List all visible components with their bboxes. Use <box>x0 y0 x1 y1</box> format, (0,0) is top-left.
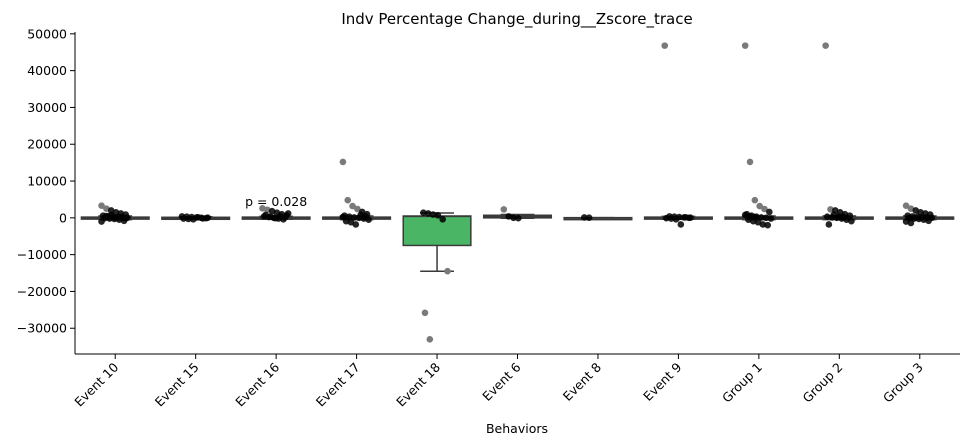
x-tick-label: Event 6 <box>479 359 523 403</box>
data-point <box>421 309 429 317</box>
x-tick-label: Event 17 <box>313 360 363 410</box>
data-point <box>434 211 442 219</box>
data-point <box>344 196 352 204</box>
data-point <box>682 213 689 221</box>
data-point <box>122 214 129 222</box>
data-point <box>429 211 437 218</box>
y-tick-label: −30000 <box>17 321 67 336</box>
x-axis: Event 10 Event 15 Event 16 Event 17 Event 18… <box>71 353 960 410</box>
plot-area: p = 0.028 <box>80 42 955 343</box>
data-point <box>585 214 593 221</box>
data-point <box>751 213 759 221</box>
data-point <box>767 215 775 222</box>
data-point <box>757 214 765 221</box>
data-point <box>840 213 847 221</box>
data-point <box>352 221 360 228</box>
box-event-18 <box>402 212 472 272</box>
data-point <box>761 205 768 213</box>
x-axis-label: Behaviors <box>486 421 548 436</box>
data-point <box>339 213 347 221</box>
y-tick-label: 40000 <box>27 63 67 78</box>
y-tick-label: 0 <box>59 210 67 225</box>
x-tick-label: Event 8 <box>560 359 604 403</box>
data-point <box>825 221 833 228</box>
data-point <box>420 209 427 216</box>
data-point <box>580 214 588 221</box>
data-point <box>751 196 759 204</box>
data-point <box>677 221 685 228</box>
data-point <box>180 215 187 222</box>
data-point <box>444 267 451 275</box>
data-point <box>907 219 915 227</box>
data-point <box>746 158 754 166</box>
y-tick-label: 30000 <box>27 100 67 115</box>
p-value-annotation: p = 0.028 <box>245 194 307 209</box>
data-point <box>756 202 763 210</box>
data-point <box>510 214 517 222</box>
data-point <box>362 213 369 220</box>
data-point <box>661 42 669 49</box>
data-point <box>107 211 115 219</box>
data-point <box>823 213 831 221</box>
data-point <box>766 208 773 216</box>
data-point <box>746 213 754 220</box>
data-point <box>835 213 842 220</box>
y-axis: −30000 −20000 −10000 0 10000 20000 30000 40000 5… <box>17 26 76 354</box>
y-tick-label: 50000 <box>27 26 67 41</box>
data-point <box>185 215 192 223</box>
y-tick-label: 20000 <box>27 137 67 152</box>
x-tick-label: Group 1 <box>719 360 765 406</box>
data-point <box>764 221 772 229</box>
data-point <box>199 215 207 222</box>
data-point <box>672 216 680 223</box>
data-point <box>98 202 105 209</box>
x-tick-label: Event 9 <box>640 359 684 403</box>
data-point <box>350 214 358 221</box>
box-body <box>402 215 472 247</box>
data-point <box>848 217 855 225</box>
data-point <box>902 202 910 209</box>
x-tick-label: Group 3 <box>880 360 926 406</box>
data-point <box>925 217 932 225</box>
data-point <box>281 214 289 221</box>
data-point <box>439 216 446 223</box>
box-event-8 <box>563 216 633 221</box>
data-point <box>759 221 767 228</box>
chart-title: Indv Percentage Change_during__Zscore_tr… <box>341 10 692 29</box>
y-tick-label: 10000 <box>27 174 67 189</box>
data-point <box>741 42 749 49</box>
data-point <box>762 214 770 222</box>
data-point <box>822 42 829 49</box>
data-point <box>112 214 120 222</box>
y-tick-label: −20000 <box>17 284 67 299</box>
data-point <box>426 335 434 343</box>
data-point <box>349 202 356 210</box>
data-point <box>339 158 347 166</box>
y-tick-label: −10000 <box>17 247 67 262</box>
data-point <box>663 214 670 222</box>
data-point <box>98 218 105 225</box>
data-point <box>515 214 522 222</box>
data-point <box>500 206 508 213</box>
x-tick-label: Event 10 <box>71 359 121 409</box>
data-point <box>354 205 361 213</box>
x-tick-label: Event 18 <box>393 359 443 409</box>
x-tick-label: Event 15 <box>152 360 202 410</box>
data-point <box>667 215 675 222</box>
data-point <box>687 214 694 221</box>
x-tick-label: Event 16 <box>232 359 282 409</box>
x-tick-label: Group 2 <box>799 360 845 406</box>
data-point <box>915 215 923 223</box>
data-point <box>204 214 212 221</box>
